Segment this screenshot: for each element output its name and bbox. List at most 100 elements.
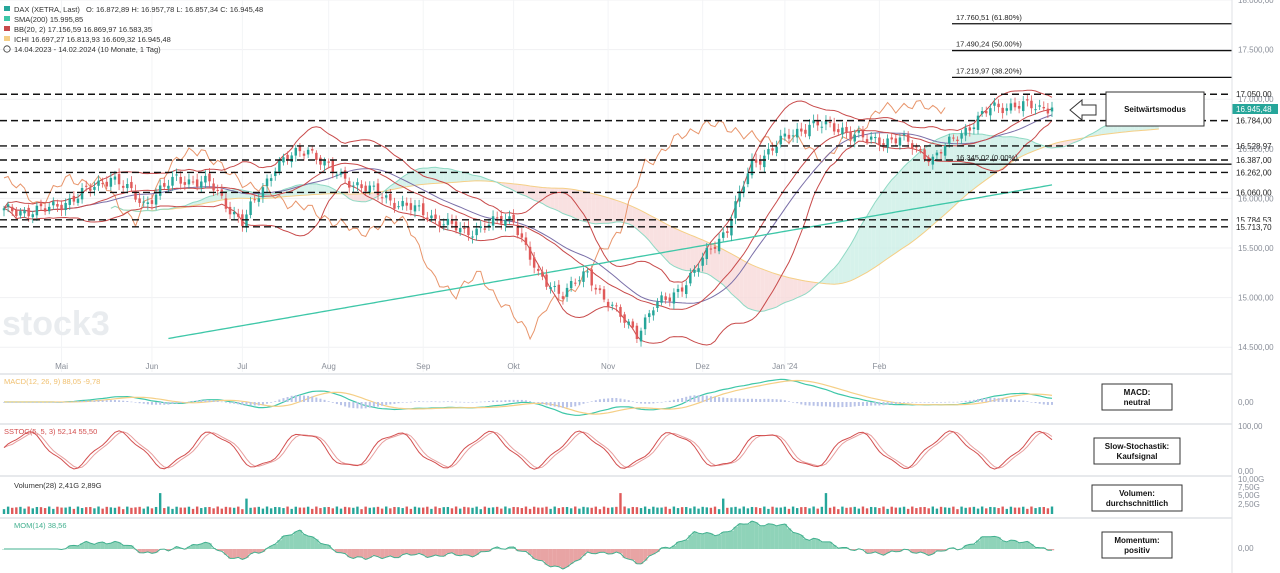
momentum-bar: [737, 523, 742, 549]
candle-body: [134, 190, 137, 200]
momentum-bar: [96, 542, 101, 549]
macd-histogram-bar: [549, 402, 552, 406]
momentum-bar: [918, 549, 923, 553]
candle-body: [471, 236, 474, 238]
momentum-bar: [417, 549, 422, 554]
volume-bar: [413, 506, 417, 514]
momentum-bar: [676, 541, 681, 549]
momentum-bar: [511, 546, 516, 549]
sma200-line: [168, 184, 1053, 340]
volume-bar: [787, 508, 791, 514]
macd-histogram-bar: [101, 400, 104, 402]
momentum-bar: [811, 538, 816, 549]
candle-body: [1030, 100, 1033, 109]
volume-bar: [385, 506, 388, 514]
volume-bar: [643, 506, 647, 514]
cloud-segment: [751, 264, 757, 311]
volume-bar: [138, 506, 141, 514]
candle-body: [409, 203, 413, 210]
volume-bar: [923, 506, 926, 514]
candle-body: [68, 198, 71, 205]
volume-bar: [598, 509, 602, 514]
cloud-segment: [1010, 136, 1016, 163]
cloud-segment: [1101, 125, 1106, 135]
volume-bar: [117, 506, 121, 514]
price-tick-label: 18.000,00: [1238, 0, 1274, 5]
macd-histogram-bar: [672, 399, 675, 402]
candle-body: [76, 198, 80, 203]
candle-body: [931, 156, 935, 165]
volume-bar: [1009, 506, 1013, 514]
candle-body: [438, 221, 441, 227]
time-tick-label: Okt: [507, 362, 520, 371]
macd-histogram-bar: [500, 400, 503, 402]
candle-body: [993, 102, 996, 106]
volume-bar: [689, 508, 692, 514]
stoch-tick-100: 100,00: [1238, 422, 1263, 431]
volume-bar: [179, 507, 182, 514]
cloud-segment: [579, 190, 584, 222]
momentum-bar: [145, 549, 151, 552]
volume-bar: [516, 507, 519, 514]
candle-body: [902, 134, 906, 136]
momentum-bar: [149, 549, 155, 554]
macd-histogram-bar: [11, 402, 14, 403]
macd-histogram-bar: [48, 402, 51, 403]
candle-body: [767, 149, 770, 155]
momentum-bar: [273, 544, 278, 549]
momentum-bar: [655, 549, 660, 552]
momentum-bar: [141, 549, 146, 553]
mom-box-line2: positiv: [1124, 546, 1150, 555]
cloud-segment: [357, 193, 362, 202]
cloud-segment: [1006, 136, 1011, 166]
macd-histogram-bar: [701, 395, 704, 402]
macd-histogram-bar: [800, 402, 803, 405]
volume-bar: [606, 507, 610, 514]
volume-bar: [43, 508, 47, 514]
cloud-segment: [365, 193, 370, 202]
macd-histogram-bar: [290, 395, 293, 402]
macd-histogram-bar: [837, 402, 840, 408]
volume-bar: [302, 507, 306, 514]
macd-histogram-bar: [142, 402, 145, 404]
volume-bar: [158, 493, 162, 514]
macd-histogram-bar: [224, 402, 227, 403]
cloud-segment: [756, 266, 761, 312]
cloud-segment: [953, 133, 958, 207]
cloud-segment: [904, 162, 909, 248]
macd-histogram-bar: [845, 402, 848, 408]
volume-bar: [919, 507, 922, 514]
macd-histogram-bar: [907, 402, 910, 403]
leading-span-b-line: [110, 128, 1159, 285]
macd-histogram-bar: [590, 401, 593, 402]
volume-bar: [820, 506, 824, 514]
volume-bar: [343, 506, 347, 514]
level-tag: [1233, 187, 1279, 198]
volume-bar: [537, 507, 540, 514]
candle-body: [828, 121, 832, 123]
cloud-segment: [205, 196, 210, 204]
candle-body: [726, 231, 729, 233]
volume-bar: [187, 506, 191, 514]
momentum-bar: [1050, 549, 1055, 551]
volume-bar: [1001, 506, 1004, 514]
candle-body: [652, 310, 655, 316]
candle-body: [582, 271, 585, 282]
stoch-tick-0: 0,00: [1238, 467, 1254, 476]
momentum-bar: [926, 549, 931, 556]
cloud-segment: [1015, 137, 1020, 161]
volume-bar: [532, 506, 536, 514]
mom-box-line1: Momentum:: [1114, 536, 1159, 545]
macd-histogram-bar: [911, 402, 914, 403]
candle-body: [676, 288, 680, 292]
candle-body: [952, 137, 955, 139]
candle-body: [368, 185, 372, 193]
macd-histogram-bar: [931, 402, 934, 403]
momentum-bar: [951, 547, 956, 549]
momentum-bar: [758, 525, 763, 549]
momentum-bar: [984, 536, 989, 549]
macd-histogram-bar: [763, 398, 766, 402]
candle-body: [212, 183, 215, 191]
candle-body: [557, 284, 561, 294]
volume-bar: [479, 509, 482, 514]
